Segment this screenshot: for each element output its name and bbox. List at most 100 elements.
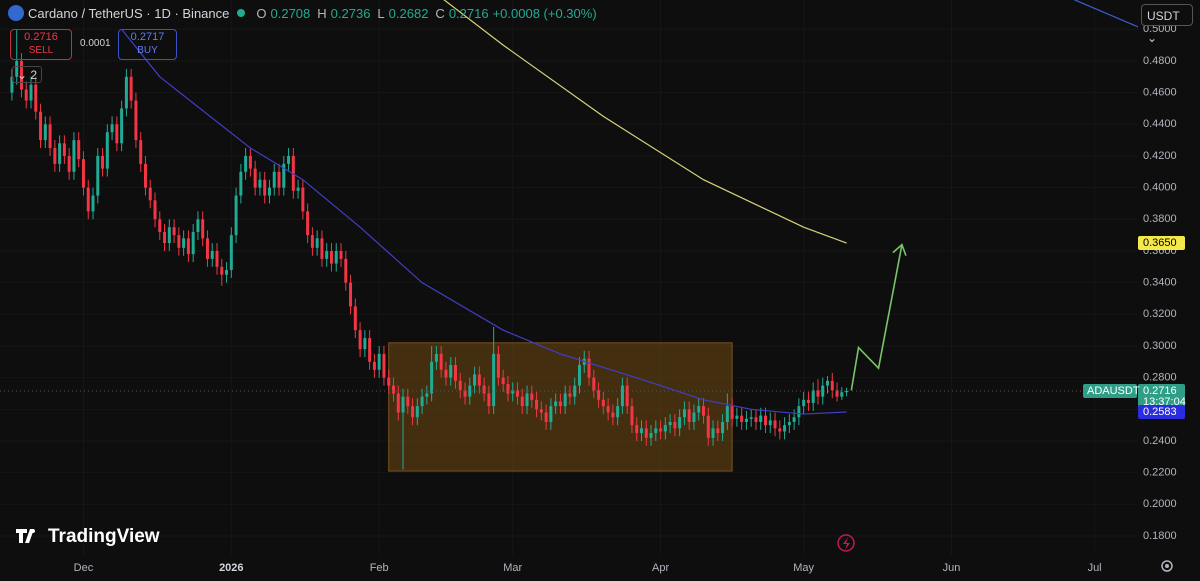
y-tick-label: 0.4600	[1143, 87, 1177, 99]
candle-body	[511, 390, 515, 394]
candle-body	[573, 385, 577, 397]
candle-body	[239, 171, 243, 196]
sell-button[interactable]: 0.2716 SELL	[10, 29, 72, 60]
candle-body	[139, 140, 143, 164]
candle-body	[811, 390, 815, 403]
candle-body	[182, 238, 186, 248]
indicator-count: 2	[30, 68, 38, 82]
price-label: 0.2716	[1143, 385, 1177, 397]
candle-body	[101, 155, 105, 169]
candle-body	[687, 409, 691, 422]
l-label: L	[377, 5, 385, 21]
candle-body	[19, 60, 23, 90]
candle-body	[577, 364, 581, 386]
candle-body	[272, 171, 276, 188]
x-tick-label: Mar	[503, 562, 522, 574]
candle-body	[105, 132, 109, 169]
candle-body	[115, 124, 119, 144]
candle-body	[167, 227, 171, 244]
candle-body	[339, 250, 343, 259]
candle-body	[802, 399, 806, 407]
x-tick-label: Feb	[370, 562, 389, 574]
candle-body	[697, 406, 701, 413]
candle-body	[72, 140, 76, 172]
settings-icon[interactable]	[1161, 560, 1173, 572]
candle-body	[258, 179, 262, 188]
candle-body	[415, 406, 419, 418]
candle-body	[368, 338, 372, 362]
candle-body	[248, 155, 252, 169]
candle-body	[67, 155, 71, 172]
candle-body	[744, 418, 748, 422]
candle-body	[205, 238, 209, 259]
l-value: 0.2682	[388, 5, 429, 21]
buy-price: 0.2717	[130, 31, 165, 43]
o-value: 0.2708	[270, 5, 311, 21]
status-dot	[237, 9, 246, 17]
candle-body	[530, 393, 534, 400]
candle-body	[372, 361, 376, 370]
h-value: 0.2736	[330, 5, 371, 21]
candle-body	[29, 84, 33, 101]
price-label: 0.2583	[1143, 406, 1177, 418]
indicators-toggle[interactable]: ⌄ 2	[12, 66, 42, 83]
candle-body	[845, 390, 849, 393]
candle-body	[787, 421, 791, 426]
candle-body	[325, 250, 329, 259]
candle-body	[401, 396, 405, 413]
candle-body	[62, 143, 66, 156]
candle-body	[453, 364, 457, 381]
header: Cardano / TetherUS · 1D · Binance O 0.270…	[8, 5, 597, 21]
candle-body	[482, 385, 486, 394]
candle-body	[244, 155, 248, 172]
y-tick-label: 0.3200	[1143, 308, 1177, 320]
indicator-line	[121, 28, 847, 415]
c-value: 0.2716	[448, 5, 489, 21]
buy-button[interactable]: 0.2717 BUY	[118, 29, 177, 60]
candle-body	[535, 399, 539, 410]
x-tick-label: Apr	[652, 562, 669, 574]
candle-body	[525, 393, 529, 407]
candle-body	[754, 417, 758, 422]
x-tick-label: Dec	[74, 562, 94, 574]
candle-body	[764, 415, 768, 426]
candle-body	[716, 428, 720, 434]
candle-body	[625, 385, 629, 407]
candle-body	[692, 412, 696, 422]
candle-body	[549, 406, 553, 422]
c-label: C	[435, 5, 445, 21]
candle-body	[501, 377, 505, 384]
y-tick-label: 0.2400	[1143, 435, 1177, 447]
alert-icon[interactable]	[837, 534, 855, 552]
candle-body	[148, 187, 152, 201]
candle-body	[58, 143, 62, 164]
candle-body	[43, 124, 47, 141]
candle-body	[711, 428, 715, 438]
candle-body	[53, 148, 57, 164]
y-tick-label: 0.4000	[1143, 182, 1177, 194]
symbol-label: ADAUSDT	[1087, 385, 1140, 397]
candle-body	[110, 124, 114, 133]
candle-body	[496, 353, 500, 378]
candle-body	[253, 168, 257, 188]
candle-body	[329, 250, 333, 264]
y-tick-label: 0.4400	[1143, 118, 1177, 130]
candle-body	[439, 353, 443, 370]
y-tick-label: 0.3400	[1143, 277, 1177, 289]
candle-body	[420, 396, 424, 407]
price-label-bg	[1138, 236, 1185, 251]
candle-body	[539, 409, 543, 413]
price-axis-bg	[1138, 0, 1200, 581]
candle-body	[659, 428, 663, 432]
y-tick-label: 0.2000	[1143, 498, 1177, 510]
candle-body	[349, 282, 353, 307]
candle-body	[544, 412, 548, 422]
candle-body	[77, 140, 81, 160]
candle-body	[458, 380, 462, 391]
currency-button[interactable]: USDT ⌄	[1141, 4, 1193, 45]
candle-body	[616, 406, 620, 418]
candle-body	[649, 433, 653, 438]
candle-body	[644, 428, 648, 438]
candle-body	[434, 353, 438, 362]
y-tick-label: 0.5000	[1143, 23, 1177, 35]
